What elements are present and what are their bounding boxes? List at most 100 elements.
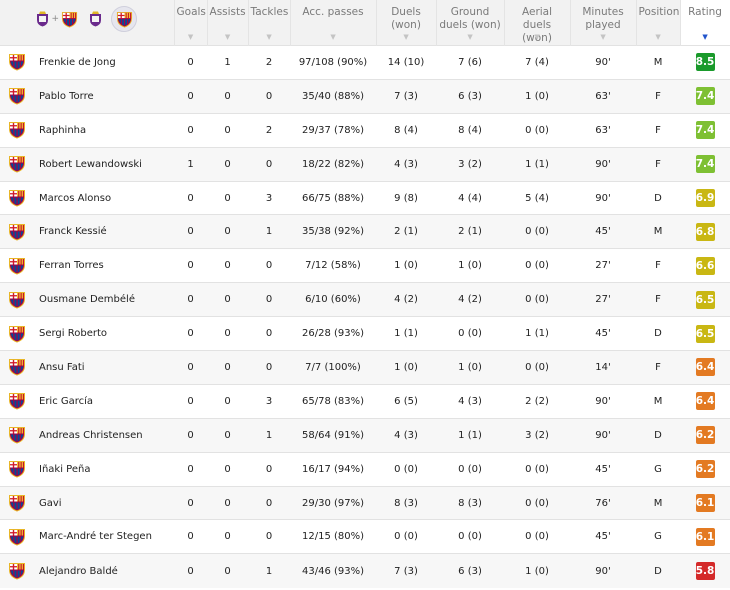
player-row[interactable]: Franck Kessié 0 0 1 35/38 (92%) 2 (1) 2 … [0, 214, 730, 249]
plus-icon: + [51, 13, 60, 24]
position-value: F [636, 282, 681, 317]
player-name[interactable]: Marcos Alonso [33, 180, 175, 215]
col-duels[interactable]: Duels (won) ▼ [376, 0, 437, 46]
player-row[interactable]: Alejandro Baldé 0 0 1 43/46 (93%) 7 (3) … [0, 553, 730, 588]
team-crest-cell [0, 112, 33, 148]
aerial-duels-value: 7 (4) [504, 45, 571, 80]
goals-value: 0 [174, 316, 208, 351]
player-name[interactable]: Andreas Christensen [33, 417, 175, 453]
team-crest-cell [0, 282, 33, 317]
minutes-value: 14' [570, 350, 637, 385]
player-row[interactable]: Iñaki Peña 0 0 0 16/17 (94%) 0 (0) 0 (0)… [0, 451, 730, 487]
player-row[interactable]: Pablo Torre 0 0 0 35/40 (88%) 7 (3) 6 (3… [0, 78, 730, 114]
player-name[interactable]: Marc-André ter Stegen [33, 519, 175, 554]
rating-cell: 6.8 [680, 214, 730, 249]
rating-cell: 8.5 [680, 45, 730, 80]
col-position[interactable]: Position ▼ [636, 0, 681, 46]
duels-value: 14 (10) [376, 45, 437, 80]
player-name[interactable]: Frenkie de Jong [33, 45, 175, 80]
tackles-value: 2 [248, 112, 291, 148]
rating-badge: 7.4 [695, 87, 715, 106]
acc-passes-value: 43/46 (93%) [290, 553, 377, 588]
sort-arrow-icon: ▼ [187, 33, 194, 41]
player-row[interactable]: Andreas Christensen 0 0 1 58/64 (91%) 4 … [0, 417, 730, 453]
aerial-duels-value: 0 (0) [504, 112, 571, 148]
barcelona-crest-icon [61, 11, 78, 28]
ground-duels-value: 0 (0) [436, 316, 505, 351]
minutes-value: 27' [570, 282, 637, 317]
col-rating-label: Rating [688, 6, 722, 18]
player-name[interactable]: Ousmane Dembélé [33, 282, 175, 317]
col-aerial-duels[interactable]: Aerial duels (won) ▼ [504, 0, 571, 46]
player-row[interactable]: Marc-André ter Stegen 0 0 0 12/15 (80%) … [0, 519, 730, 554]
ground-duels-value: 0 (0) [436, 451, 505, 487]
tackles-value: 1 [248, 553, 291, 588]
player-row[interactable]: Robert Lewandowski 1 0 0 18/22 (82%) 4 (… [0, 146, 730, 182]
aerial-duels-value: 3 (2) [504, 417, 571, 453]
player-row[interactable]: Raphinha 0 0 2 29/37 (78%) 8 (4) 8 (4) 0… [0, 112, 730, 148]
duels-value: 9 (8) [376, 180, 437, 215]
col-acc-passes[interactable]: Acc. passes ▼ [290, 0, 377, 46]
position-value: M [636, 485, 681, 520]
sort-arrow-icon: ▼ [702, 33, 708, 41]
acc-passes-value: 12/15 (80%) [290, 519, 377, 554]
barcelona-crest-icon [8, 495, 25, 512]
barcelona-crest-icon [8, 359, 25, 376]
goals-value: 0 [174, 282, 208, 317]
player-name[interactable]: Ferran Torres [33, 248, 175, 283]
rating-cell: 7.4 [680, 78, 730, 114]
col-assists-label: Assists [209, 6, 246, 18]
assists-value: 0 [207, 146, 249, 182]
col-minutes[interactable]: Minutes played ▼ [570, 0, 637, 46]
player-name[interactable]: Robert Lewandowski [33, 146, 175, 182]
player-name[interactable]: Raphinha [33, 112, 175, 148]
team-filter-valladolid[interactable] [89, 11, 102, 27]
acc-passes-value: 26/28 (93%) [290, 316, 377, 351]
player-row[interactable]: Ansu Fati 0 0 0 7/7 (100%) 1 (0) 1 (0) 0… [0, 350, 730, 385]
minutes-value: 45' [570, 214, 637, 249]
player-name[interactable]: Sergi Roberto [33, 316, 175, 351]
player-row[interactable]: Sergi Roberto 0 0 0 26/28 (93%) 1 (1) 0 … [0, 316, 730, 351]
goals-value: 0 [174, 78, 208, 114]
player-name[interactable]: Pablo Torre [33, 78, 175, 114]
rating-badge: 6.1 [695, 494, 715, 513]
player-name[interactable]: Franck Kessié [33, 214, 175, 249]
barcelona-crest-icon [8, 257, 25, 275]
player-row[interactable]: Eric García 0 0 3 65/78 (83%) 6 (5) 4 (3… [0, 383, 730, 419]
minutes-value: 76' [570, 485, 637, 520]
barcelona-crest-icon [8, 427, 25, 444]
valladolid-crest-icon [37, 11, 49, 27]
rating-cell: 6.9 [680, 180, 730, 215]
barcelona-crest-icon [8, 88, 25, 105]
col-goals[interactable]: Goals ▼ [174, 0, 208, 46]
tackles-value: 3 [248, 180, 291, 215]
player-name[interactable]: Iñaki Peña [33, 451, 175, 487]
barcelona-crest-icon [8, 393, 25, 410]
player-name[interactable]: Eric García [33, 383, 175, 419]
player-row[interactable]: Marcos Alonso 0 0 3 66/75 (88%) 9 (8) 4 … [0, 180, 730, 215]
rating-badge: 6.1 [695, 527, 715, 546]
duels-value: 0 (0) [376, 519, 437, 554]
player-row[interactable]: Gavi 0 0 0 29/30 (97%) 8 (3) 8 (3) 0 (0)… [0, 485, 730, 520]
player-row[interactable]: Frenkie de Jong 0 1 2 97/108 (90%) 14 (1… [0, 45, 730, 80]
position-value: M [636, 45, 681, 80]
col-assists[interactable]: Assists ▼ [207, 0, 249, 46]
player-name[interactable]: Ansu Fati [33, 350, 175, 385]
acc-passes-value: 16/17 (94%) [290, 451, 377, 487]
player-name[interactable]: Gavi [33, 485, 175, 520]
player-row[interactable]: Ousmane Dembélé 0 0 0 6/10 (60%) 4 (2) 4… [0, 282, 730, 317]
assists-value: 0 [207, 350, 249, 385]
team-filter-both[interactable]: + [36, 11, 78, 28]
rating-cell: 7.4 [680, 112, 730, 148]
rating-badge: 6.8 [695, 222, 715, 241]
goals-value: 0 [174, 214, 208, 249]
position-value: F [636, 248, 681, 283]
team-filter-barcelona[interactable] [111, 6, 138, 32]
player-name[interactable]: Alejandro Baldé [33, 553, 175, 588]
col-rating[interactable]: Rating ▼ [680, 0, 730, 46]
col-tackles[interactable]: Tackles ▼ [248, 0, 291, 46]
ground-duels-value: 4 (2) [436, 282, 505, 317]
player-row[interactable]: Ferran Torres 0 0 0 7/12 (58%) 1 (0) 1 (… [0, 248, 730, 283]
tackles-value: 0 [248, 78, 291, 114]
col-ground-duels[interactable]: Ground duels (won) ▼ [436, 0, 505, 46]
